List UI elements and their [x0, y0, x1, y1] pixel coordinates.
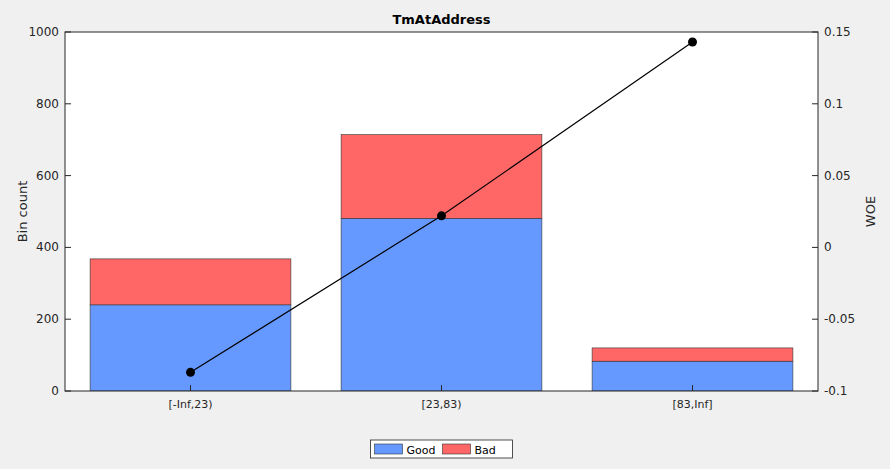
y-tick	[65, 391, 71, 392]
bar	[341, 218, 542, 391]
x-tick-label: [-Inf,23)	[168, 398, 212, 411]
y-axis-label: Bin count	[15, 181, 30, 243]
y2-tick	[812, 247, 818, 248]
y-tick-label: 200	[36, 312, 59, 326]
bar	[592, 348, 793, 361]
bar	[592, 361, 793, 391]
bar	[90, 259, 291, 305]
y-tick	[65, 103, 71, 104]
legend-label: Good	[407, 444, 436, 457]
y-tick-label: 400	[36, 240, 59, 254]
frame	[65, 32, 818, 391]
y2-tick-label: 0.15	[824, 25, 851, 39]
y2-tick	[812, 391, 818, 392]
x-tick	[692, 385, 693, 391]
y2-tick	[812, 319, 818, 320]
x-tick	[190, 385, 191, 391]
y-tick-label: 0	[51, 384, 59, 398]
y-tick-label: 1000	[28, 25, 59, 39]
y-tick-label: 600	[36, 169, 59, 183]
title: TmAtAddress	[392, 12, 490, 27]
y-tick	[65, 175, 71, 176]
y2-tick-label: 0.05	[824, 169, 851, 183]
y2-tick-label: 0.1	[824, 97, 843, 111]
y-tick	[65, 32, 71, 33]
legend	[371, 440, 513, 458]
legend-swatch	[375, 444, 403, 454]
marks	[90, 38, 793, 391]
y2-tick	[812, 103, 818, 104]
marker	[688, 38, 697, 47]
x-tick-label: [83,Inf]	[672, 398, 712, 411]
bar	[341, 135, 542, 219]
y2-tick	[812, 175, 818, 176]
marker	[186, 368, 195, 377]
marker	[437, 211, 446, 220]
chart: 0 200 400 600 800 1000 -0.1 -0.05 0 0.05 0.1 0.15 [-…	[0, 0, 890, 469]
plot-area	[65, 32, 818, 391]
y-tick	[65, 319, 71, 320]
bar	[90, 305, 291, 391]
legend-swatch	[443, 444, 471, 454]
x-tick-label: [23,83)	[421, 398, 461, 411]
x-tick	[441, 385, 442, 391]
y2-axis-label: WOE	[863, 196, 878, 227]
legend-label: Bad	[475, 444, 496, 457]
y-tick-label: 800	[36, 97, 59, 111]
woe-line	[191, 42, 693, 372]
y2-tick-label: -0.1	[824, 384, 847, 398]
y2-tick	[812, 32, 818, 33]
background	[0, 0, 890, 469]
y2-tick-label: 0	[824, 240, 832, 254]
y2-tick-label: -0.05	[824, 312, 855, 326]
y-tick	[65, 247, 71, 248]
